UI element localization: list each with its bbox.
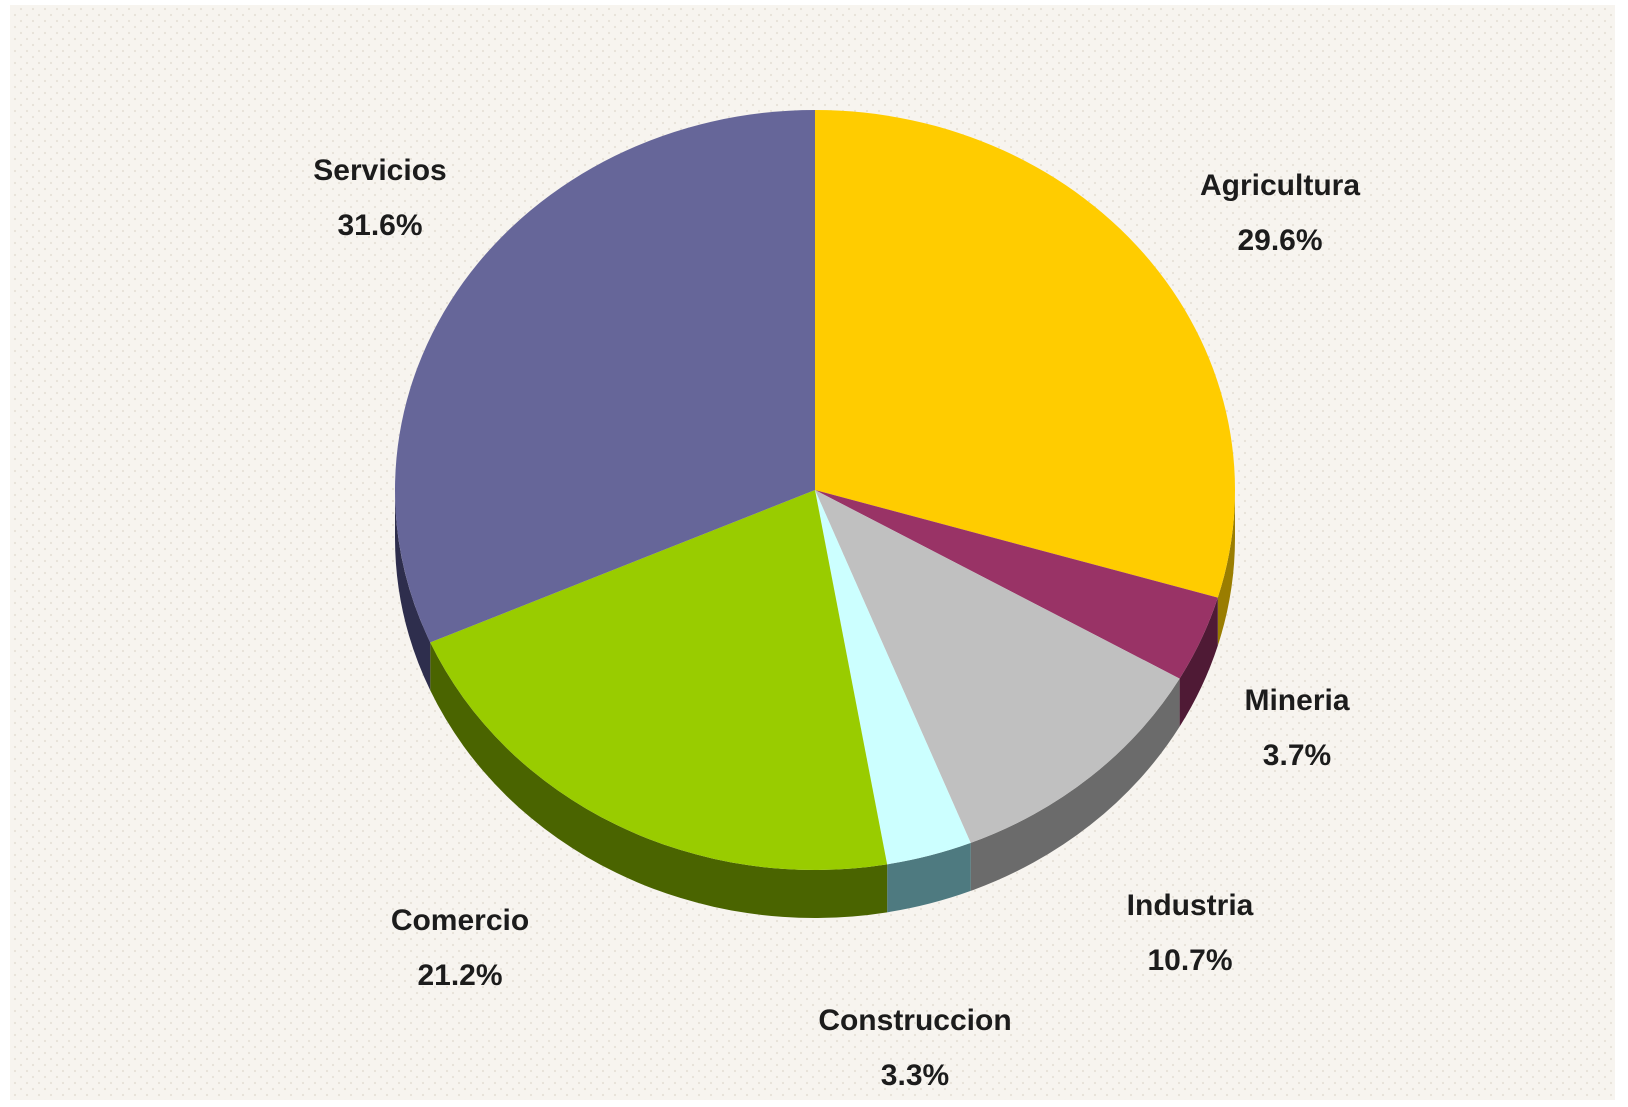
slice-side-agricultura: [1217, 490, 1235, 646]
slice-servicios: [394, 110, 815, 643]
slice-label-servicios: Servicios: [313, 154, 446, 187]
slice-industria: [815, 490, 1180, 843]
slice-side-construccion: [887, 842, 971, 913]
slice-label-mineria: Mineria: [1244, 684, 1349, 717]
slice-label-comercio: Comercio: [391, 904, 529, 937]
slice-label-industria: Industria: [1127, 889, 1254, 922]
slice-label-agricultura: Agricultura: [1200, 169, 1360, 202]
pie-slices: [394, 110, 1235, 870]
slice-side-comercio: [430, 642, 888, 918]
slice-value-comercio: 21.2%: [417, 959, 502, 992]
pie-depth: [395, 490, 1235, 918]
slice-side-servicios: [395, 490, 431, 691]
slice-value-construccion: 3.3%: [881, 1059, 949, 1092]
slice-value-servicios: 31.6%: [337, 209, 422, 242]
slice-value-industria: 10.7%: [1147, 944, 1232, 977]
slice-construccion: [815, 490, 971, 865]
slice-side-industria: [970, 678, 1180, 891]
slice-value-agricultura: 29.6%: [1237, 224, 1322, 257]
pie-labels: Agricultura 29.6% Mineria 3.7% Industria 10.7…: [313, 154, 1360, 1092]
slice-mineria: [815, 490, 1218, 679]
slice-side-mineria: [1179, 597, 1218, 727]
slice-comercio: [430, 490, 888, 870]
slice-value-mineria: 3.7%: [1263, 739, 1331, 772]
slice-agricultura: [815, 110, 1235, 598]
slice-label-construccion: Construccion: [818, 1004, 1011, 1037]
